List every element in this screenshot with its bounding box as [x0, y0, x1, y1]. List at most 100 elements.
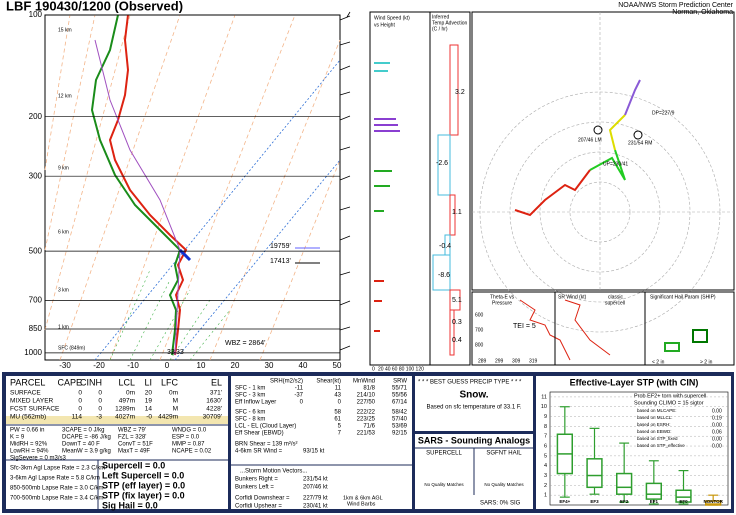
table-cell: 7: [338, 431, 342, 437]
table-cell: 4429m: [158, 414, 178, 421]
based-on-label: based on MLCAPE:: [637, 408, 677, 413]
table-cell: 19: [145, 398, 153, 405]
table-cell: 58/42: [392, 410, 408, 416]
table-header: SRW: [393, 379, 407, 385]
x-tick-label: EF3: [590, 499, 599, 504]
advection-value: -8.6: [438, 272, 450, 279]
x-tick-label: NONTOR: [703, 499, 723, 504]
index-value: Sig Hail = 0.0: [102, 500, 158, 510]
table-cell: 0: [98, 406, 102, 413]
kinematic-value: BRN Shear = 139 m²/s²: [235, 442, 298, 448]
chart-note: Prob EF2+ torn with supercell: [634, 393, 706, 399]
table-header: PARCEL: [10, 377, 45, 387]
temp-label: -10: [127, 361, 139, 370]
table-cell: 371': [210, 390, 222, 397]
panel-title: vs Height: [374, 22, 395, 28]
table-cell: 61: [334, 417, 341, 423]
location: Norman, Oklahoma: [672, 9, 733, 16]
pressure-label: 1000: [24, 348, 42, 357]
table-cell: M: [173, 406, 178, 413]
table-cell: 53/69: [392, 424, 408, 430]
hodograph-label: UP=230/41: [603, 161, 628, 167]
motion-label: Bunkers Right =: [235, 477, 278, 483]
thermo-value: WNDG = 0.0: [172, 428, 207, 434]
table-cell: 114: [72, 414, 83, 421]
table-cell: 92/15: [392, 431, 408, 437]
panel-title: Pressure: [492, 300, 512, 306]
advection-value: 5.1: [452, 297, 462, 304]
based-on-value: 0.00: [712, 422, 722, 428]
axis-label: 299: [495, 358, 504, 364]
index-value: Left Supercell = 0.0: [102, 470, 184, 480]
height-label: 6 km: [58, 229, 69, 235]
advection-panel: [429, 11, 471, 366]
y-tick-label: 3: [544, 473, 547, 479]
table-cell: 0m: [169, 390, 178, 397]
table-cell: 81/8: [363, 386, 375, 392]
table-header: MnWind: [353, 379, 375, 385]
chart-note: Sounding CLIMO = 15 sigtor: [634, 400, 704, 406]
y-tick-label: 10: [541, 404, 547, 410]
panel-note: supercell: [605, 300, 625, 306]
table-header: LFC: [161, 377, 179, 387]
axis-label: 289: [478, 358, 487, 364]
kinematic-value: 93/15 kt: [303, 449, 325, 455]
parcel-box: [6, 376, 228, 509]
surface-label: 33: [167, 349, 175, 356]
table-cell: 58: [334, 410, 341, 416]
thermo-value: K = 9: [10, 435, 25, 441]
panel-title: Wind Speed (kt): [374, 15, 410, 21]
table-cell: Eff Shear (EBWD): [235, 431, 284, 437]
wind-bars: [374, 62, 400, 332]
table-cell: 0m: [126, 390, 135, 397]
based-on-value: 0.00: [712, 408, 722, 414]
table-cell: 4228': [206, 406, 222, 413]
table-header: Shear(kt): [316, 379, 341, 385]
table-cell: 0: [98, 390, 102, 397]
sars-title: SARS - Sounding Analogs: [418, 435, 530, 445]
table-cell: 1630': [206, 398, 222, 405]
advection-value: 0.4: [452, 337, 462, 344]
thermo-value: MMP = 0.87: [172, 442, 205, 448]
table-cell: Eff Inflow Layer: [235, 400, 276, 406]
kinematic-box: [231, 376, 412, 509]
lapse-rate: Sfc-3km Agl Lapse Rate = 2.3 C/km: [10, 466, 105, 472]
surface-label: 33: [176, 349, 184, 356]
x-tick-label: EF1: [650, 499, 659, 504]
axis-label: 0: [372, 366, 375, 372]
sars-column: SUPERCELL: [426, 451, 462, 457]
axis-label: 20 40 60 80 100 120: [378, 366, 424, 372]
temp-label: -20: [93, 361, 105, 370]
advection-value: 3.2: [455, 89, 465, 96]
thermo-value: PW = 0.66 in: [10, 428, 45, 434]
thermo-value: DCAPE = -86 J/kg: [62, 435, 111, 441]
based-on-value: 0.00: [712, 436, 722, 442]
table-cell: 0: [78, 406, 82, 413]
table-cell: 55/71: [392, 386, 408, 392]
motion-value: 207/46 kt: [303, 485, 328, 491]
table-header: LCL: [118, 377, 135, 387]
org: NOAA/NWS Storm Prediction Center: [618, 2, 733, 9]
table-cell: 222/22: [357, 410, 376, 416]
thermo-value: MidRH = 92%: [10, 442, 48, 448]
height-label: 12 km: [58, 93, 72, 99]
precip-type: Snow.: [459, 390, 488, 401]
y-tick-label: 4: [544, 463, 547, 469]
motion-value: 230/41 kt: [303, 504, 328, 510]
box: [586, 458, 603, 489]
advection-value: -0.4: [439, 243, 451, 250]
box: [675, 489, 692, 503]
dewpoint-trace: [90, 14, 182, 356]
table-header: CINH: [80, 377, 102, 387]
temp-label: 20: [231, 361, 240, 370]
advection-value: 0.3: [452, 319, 462, 326]
table-cell: 43: [334, 393, 341, 399]
motion-label: Corfidi Upshear =: [235, 504, 282, 510]
table-cell: 223/25: [357, 417, 376, 423]
pressure-label: 500: [29, 246, 43, 255]
precip-title: * * * BEST GUESS PRECIP TYPE * * *: [418, 380, 522, 386]
table-cell: MIXED LAYER: [10, 398, 54, 405]
thermo-value: ESP = 0.0: [172, 435, 200, 441]
table-cell: 5: [338, 424, 342, 430]
